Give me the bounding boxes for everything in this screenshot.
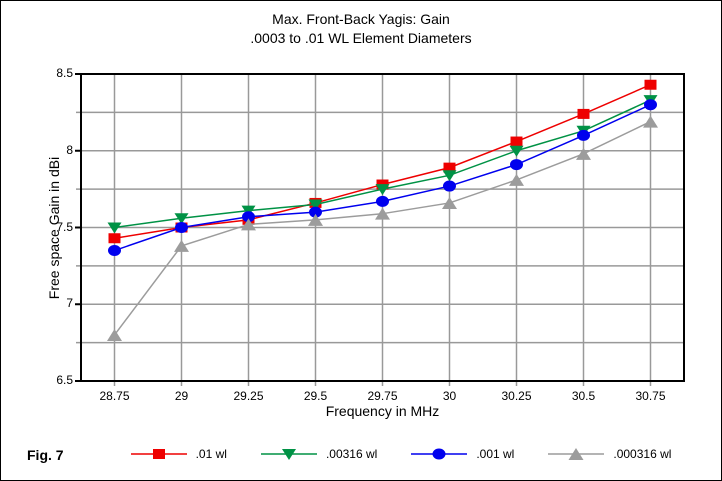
legend-marker-triangle-up-icon [548, 448, 605, 460]
marker-circle [309, 206, 322, 218]
legend-label: .000316 wl [613, 447, 672, 461]
legend-label: .001 wl [476, 447, 515, 461]
marker-triangle-up [568, 448, 584, 460]
marker-circle [644, 99, 657, 111]
x-tick-label: 30.5 [571, 389, 596, 403]
legend-marker-square-icon [130, 449, 187, 459]
chart-title-block: Max. Front-Back Yagis: Gain .0003 to .01… [1, 10, 721, 48]
marker-triangle-down [107, 222, 122, 234]
y-tick-label: 7.5 [56, 219, 73, 234]
marker-triangle-up [107, 328, 122, 341]
x-tick-label: 29.5 [303, 389, 328, 403]
marker-triangle-up [308, 213, 323, 226]
legend-item: .000316 wl [548, 447, 671, 461]
figure-caption: Fig. 7 [27, 447, 64, 463]
marker-triangle-down [375, 184, 390, 196]
chart-title: Max. Front-Back Yagis: Gain [272, 11, 450, 27]
marker-triangle-up [576, 147, 591, 160]
legend: .01 wl .00316 wl .001 wl .000316 wl [111, 444, 691, 464]
marker-triangle-down [281, 449, 296, 460]
legend-marker-circle-icon [411, 448, 468, 460]
marker-circle [242, 211, 255, 223]
marker-triangle-up [442, 196, 457, 209]
x-axis-label: Frequency in MHz [325, 403, 440, 419]
legend-label: .00316 wl [325, 447, 378, 461]
marker-triangle-up [241, 218, 256, 231]
legend-item: .01 wl [130, 447, 227, 461]
marker-circle [577, 129, 590, 141]
marker-square [644, 79, 657, 90]
marker-triangle-up [375, 207, 390, 220]
y-tick-label: 8 [66, 142, 73, 157]
marker-triangle-up [174, 239, 189, 252]
x-tick-label: 30.75 [635, 389, 666, 403]
legend-label: .01 wl [195, 447, 227, 461]
x-tick-label: 29 [174, 389, 189, 403]
marker-triangle-up [509, 173, 524, 186]
marker-square [443, 162, 456, 173]
marker-triangle-up [643, 115, 658, 128]
marker-circle [443, 180, 456, 192]
plot-border [80, 73, 685, 382]
marker-circle [175, 222, 188, 233]
x-tick-label: 28.75 [99, 389, 130, 403]
marker-square [152, 449, 165, 459]
x-tick-label: 29.75 [367, 389, 398, 403]
marker-triangle-down [509, 145, 524, 157]
y-tick-label: 6.5 [56, 373, 73, 387]
marker-square [510, 136, 523, 147]
y-tick-label: 8.5 [56, 66, 73, 80]
marker-circle [432, 448, 446, 460]
y-tick-label: 7 [66, 296, 73, 311]
legend-item: .001 wl [411, 447, 514, 461]
marker-triangle-down [174, 213, 189, 225]
legend-item: .00316 wl [260, 447, 378, 461]
marker-circle [376, 195, 389, 207]
marker-circle [108, 245, 121, 257]
marker-triangle-down [442, 170, 457, 182]
marker-triangle-down [308, 199, 323, 211]
x-tick-label: 30.25 [501, 389, 532, 403]
marker-square [108, 233, 121, 244]
chart-subtitle: .0003 to .01 WL Element Diameters [250, 30, 472, 46]
marker-square [577, 108, 590, 119]
x-tick-label: 30 [442, 389, 457, 403]
x-tick-label: 29.25 [233, 389, 264, 403]
marker-triangle-down [241, 205, 256, 217]
marker-circle [510, 159, 523, 171]
legend-marker-triangle-down-icon [260, 449, 317, 460]
